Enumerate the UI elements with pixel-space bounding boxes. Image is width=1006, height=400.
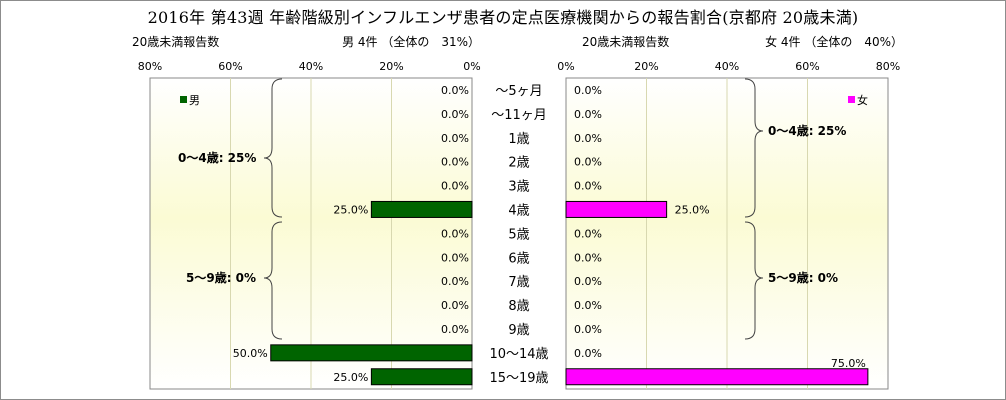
female-legend-swatch [848, 96, 855, 103]
left-x-tick-label: 20% [379, 60, 403, 73]
male-value-label: 0.0% [441, 132, 469, 145]
category-label: 1歳 [508, 132, 529, 147]
female-value-label: 0.0% [574, 132, 602, 145]
chart-title: 2016年 第43週 年齢階級別インフルエンザ患者の定点医療機関からの報告割合(… [147, 8, 859, 27]
left-x-tick-label: 0% [463, 60, 480, 73]
female-value-label: 0.0% [574, 108, 602, 121]
right-x-tick-label: 80% [876, 60, 900, 73]
category-label: ～11ヶ月 [491, 108, 547, 123]
male-bars [270, 200, 473, 386]
category-label: 15～19歳 [489, 371, 548, 386]
female-bar [565, 200, 668, 218]
male-bar [370, 200, 473, 218]
male-value-label: 50.0% [233, 347, 268, 360]
left-brace-0-4 [263, 78, 283, 218]
right-header-count: 20歳未満報告数 [582, 34, 669, 49]
female-value-label: 75.0% [831, 357, 866, 370]
female-value-label: 0.0% [574, 84, 602, 97]
right-x-ticks: 0% 20% 40% 60% 80% [557, 60, 900, 73]
female-bars [565, 200, 869, 386]
female-value-label: 0.0% [574, 299, 602, 312]
male-value-label: 0.0% [441, 156, 469, 169]
female-legend-label: 女 [857, 93, 868, 107]
male-value-label: 25.0% [333, 371, 368, 384]
male-value-label: 25.0% [333, 203, 368, 216]
left-group-label-5-9: 5～9歳: 0% [186, 270, 256, 285]
category-label: 8歳 [508, 299, 529, 314]
category-label: 6歳 [508, 251, 529, 266]
right-gridlines [646, 78, 808, 389]
male-value-label: 0.0% [441, 323, 469, 336]
female-value-label: 0.0% [574, 323, 602, 336]
left-x-tick-label: 80% [138, 60, 162, 73]
male-value-label: 0.0% [441, 84, 469, 97]
male-legend-swatch [180, 96, 187, 103]
male-legend-label: 男 [189, 94, 200, 107]
female-value-label: 0.0% [574, 227, 602, 240]
right-x-tick-label: 60% [795, 60, 819, 73]
left-gridlines [230, 78, 392, 389]
right-x-tick-label: 20% [634, 60, 658, 73]
male-bar [270, 344, 473, 362]
male-value-label: 0.0% [441, 299, 469, 312]
left-header-summary: 男 4件 （全体の 31%） [342, 34, 480, 49]
right-group-label-0-4: 0～4歳: 25% [768, 123, 846, 138]
female-value-label: 0.0% [574, 275, 602, 288]
right-header-summary: 女 4件 （全体の 40%） [765, 34, 903, 49]
right-x-tick-label: 40% [715, 60, 739, 73]
male-value-label: 0.0% [441, 251, 469, 264]
category-label: 4歳 [508, 203, 529, 218]
left-x-tick-label: 40% [299, 60, 323, 73]
left-x-ticks: 0% 20% 40% 60% 80% [138, 60, 481, 73]
male-bar [370, 368, 473, 386]
left-group-label-0-4: 0～4歳: 25% [178, 150, 256, 165]
category-label: 2歳 [508, 156, 529, 171]
left-brace-5-9 [263, 221, 283, 340]
male-value-label: 0.0% [441, 275, 469, 288]
category-label: 7歳 [508, 275, 529, 290]
right-x-tick-label: 0% [557, 60, 574, 73]
female-bar [565, 368, 869, 386]
right-brace-5-9 [744, 221, 764, 340]
female-value-label: 0.0% [574, 156, 602, 169]
male-value-labels: 0.0% 0.0% 0.0% 0.0% 0.0% 25.0% 0.0% 0.0% 0.0% 0.0… [233, 84, 469, 384]
category-label: 10～14歳 [489, 347, 548, 362]
right-brace-0-4 [744, 78, 764, 218]
category-label: 9歳 [508, 323, 529, 338]
right-group-label-5-9: 5～9歳: 0% [768, 270, 838, 285]
male-value-label: 0.0% [441, 108, 469, 121]
female-value-label: 0.0% [574, 180, 602, 193]
category-label: 5歳 [508, 227, 529, 242]
category-labels: ～5ヶ月 ～11ヶ月 1歳 2歳 3歳 4歳 5歳 6歳 7歳 8歳 9歳 10～14歳 15～19歳 [489, 84, 548, 386]
female-value-label: 0.0% [574, 347, 602, 360]
left-x-tick-label: 60% [218, 60, 242, 73]
female-value-label: 0.0% [574, 251, 602, 264]
male-value-label: 0.0% [441, 180, 469, 193]
female-value-labels: 0.0% 0.0% 0.0% 0.0% 0.0% 25.0% 0.0% 0.0% 0.0% 0.0… [574, 84, 866, 370]
female-value-label: 25.0% [675, 203, 710, 216]
category-label: 3歳 [508, 180, 529, 195]
male-value-label: 0.0% [441, 227, 469, 240]
category-label: ～5ヶ月 [495, 84, 542, 99]
left-header-count: 20歳未満報告数 [132, 34, 219, 49]
